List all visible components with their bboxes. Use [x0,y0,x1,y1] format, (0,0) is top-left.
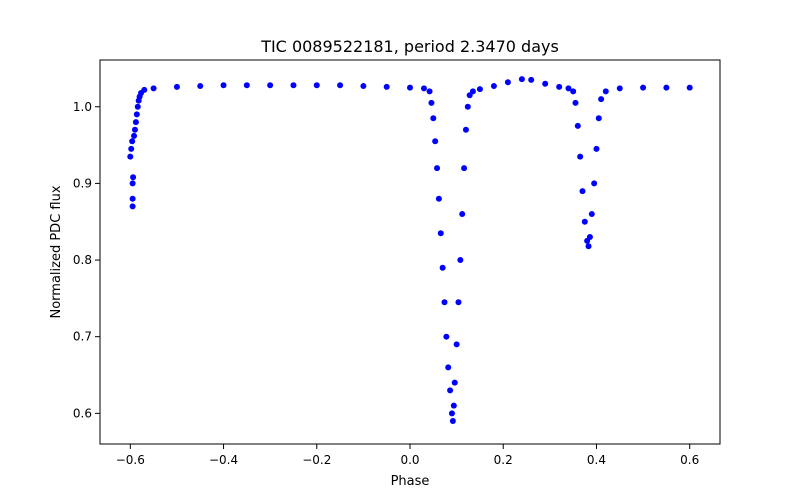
data-point [450,402,457,409]
data-point [453,341,460,348]
data-point [455,299,462,306]
data-point [313,82,320,89]
data-point [383,83,390,90]
x-tick-label: −0.6 [116,453,145,467]
data-point [420,85,427,92]
data-point [591,180,598,187]
data-point [598,96,605,103]
data-point [574,122,581,129]
x-axis-ticks: −0.6 −0.4 −0.2 0.0 0.2 0.4 0.6 [116,444,699,467]
data-point [445,364,452,371]
data-point [586,234,593,241]
x-tick-label: 0.4 [587,453,606,467]
data-point [134,103,141,110]
data-point [616,85,623,92]
data-point [542,80,549,87]
data-point [556,83,563,90]
data-point [197,83,204,90]
data-point [430,115,437,122]
data-point [443,333,450,340]
data-point [432,138,439,145]
data-point [577,153,584,160]
data-point [593,145,600,152]
y-axis-ticks: 0.6 0.7 0.8 0.9 1.0 [73,100,100,420]
data-point [595,115,602,122]
data-point [435,195,442,202]
y-axis-label: Normalized PDC flux [49,185,64,318]
data-point [243,82,250,89]
data-point [490,83,497,90]
y-tick-label: 1.0 [73,100,92,114]
data-point [130,174,137,181]
data-point [572,99,579,106]
x-tick-label: 0.2 [494,453,513,467]
data-point [128,145,135,152]
data-point [457,257,464,264]
data-point [267,82,274,89]
data-point [570,88,577,95]
y-tick-label: 0.6 [73,406,92,420]
data-point [579,188,586,195]
data-point [428,99,435,106]
data-point [129,195,136,202]
x-tick-label: 0.0 [400,453,419,467]
data-point [581,218,588,225]
data-point [663,84,670,91]
data-point [426,88,433,95]
data-point [441,299,448,306]
data-point [407,84,413,91]
data-point [447,387,454,394]
data-point [141,86,148,93]
data-point [686,84,693,91]
data-point [464,103,471,110]
data-point [459,211,466,218]
data-point [439,264,446,271]
data-point [131,132,138,139]
chart-title: TIC 0089522181, period 2.3470 days [260,37,559,56]
data-point [451,379,458,386]
data-point [129,203,136,210]
x-axis-label: Phase [391,474,430,489]
x-tick-label: −0.2 [302,453,331,467]
data-point [437,230,444,237]
data-point [565,85,572,92]
data-point [173,83,180,90]
y-tick-label: 0.9 [73,176,92,190]
data-point [602,88,609,95]
data-point [127,153,134,160]
data-point [132,119,139,126]
x-tick-label: 0.6 [680,453,699,467]
data-point [129,180,136,187]
data-point [129,138,136,145]
data-point [462,126,469,133]
data-point [448,410,455,417]
y-tick-label: 0.8 [73,253,92,267]
data-point [290,82,297,89]
data-point [434,165,441,172]
data-point [588,211,595,218]
data-point [360,83,367,90]
data-point [337,82,344,89]
data-point [640,84,647,91]
data-point [133,111,140,118]
data-point [469,88,476,95]
x-tick-label: −0.4 [209,453,238,467]
data-point [504,79,511,86]
data-point [131,126,138,133]
data-point [585,243,592,250]
data-point [461,165,468,172]
data-point [528,76,535,83]
data-point [518,76,525,83]
data-point [449,418,456,425]
data-point [150,85,157,92]
data-point [476,86,483,93]
y-tick-label: 0.7 [73,330,92,344]
data-points-layer [127,76,693,425]
data-point [220,82,227,89]
